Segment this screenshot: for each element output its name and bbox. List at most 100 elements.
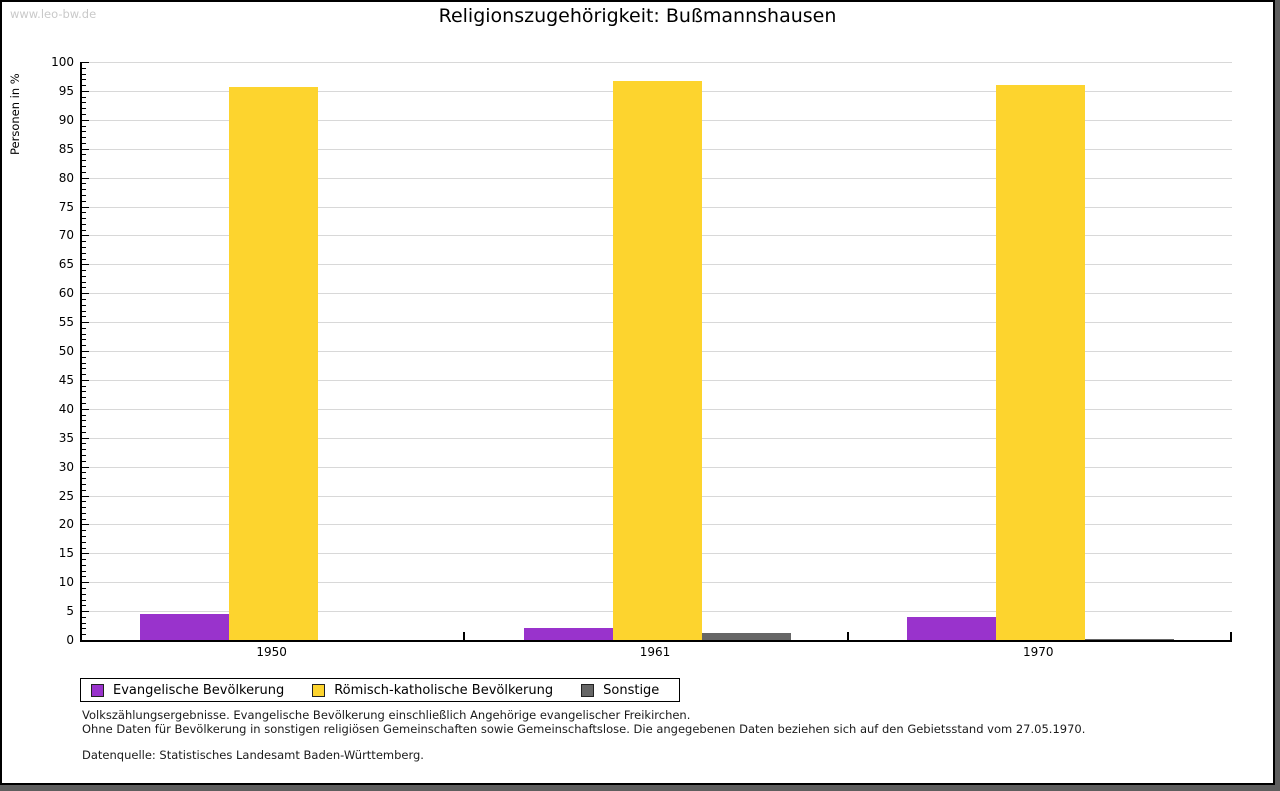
y-axis-tick bbox=[82, 437, 89, 439]
y-axis-tick bbox=[82, 223, 86, 225]
footnote-line-2: Ohne Daten für Bevölkerung in sonstigen … bbox=[82, 722, 1086, 736]
y-axis-tick bbox=[82, 449, 86, 451]
y-axis-tick bbox=[82, 512, 86, 514]
y-axis-tick bbox=[82, 160, 86, 162]
x-tick-label-1970: 1970 bbox=[1023, 645, 1054, 659]
y-axis-tick bbox=[82, 73, 86, 75]
x-tick-label-1950: 1950 bbox=[256, 645, 287, 659]
y-axis-tick bbox=[82, 218, 86, 220]
y-axis-tick bbox=[82, 345, 86, 347]
y-tick-label-90: 90 bbox=[58, 112, 74, 127]
y-axis-tick bbox=[82, 489, 86, 491]
y-axis-tick bbox=[82, 258, 86, 260]
y-axis-tick bbox=[82, 108, 86, 110]
y-axis-tick bbox=[82, 582, 89, 584]
legend-label-1: Römisch-katholische Bevölkerung bbox=[334, 682, 554, 698]
y-axis-tick bbox=[82, 483, 86, 485]
y-axis-tick bbox=[82, 553, 89, 555]
y-axis-tick bbox=[82, 408, 89, 410]
x-axis-tick bbox=[846, 632, 849, 640]
y-axis-tick bbox=[82, 246, 86, 248]
y-axis-tick bbox=[82, 518, 86, 520]
y-axis-tick bbox=[82, 142, 86, 144]
y-tick-label-95: 95 bbox=[58, 83, 74, 98]
gridline-100 bbox=[82, 62, 1232, 63]
y-axis-tick bbox=[82, 281, 86, 283]
bar-1961-series-2 bbox=[701, 632, 791, 640]
y-tick-label-15: 15 bbox=[58, 546, 74, 561]
y-axis-tick bbox=[82, 385, 86, 387]
legend-label-2: Sonstige bbox=[603, 682, 660, 698]
legend-item-1: Römisch-katholische Bevölkerung bbox=[312, 683, 553, 698]
y-axis-tick bbox=[82, 611, 89, 613]
y-axis-tick bbox=[82, 431, 86, 433]
y-axis-tick bbox=[82, 79, 86, 81]
y-axis-tick bbox=[82, 137, 86, 139]
y-axis-tick bbox=[82, 472, 86, 474]
y-axis-tick bbox=[82, 229, 86, 231]
y-axis-tick bbox=[82, 362, 86, 364]
y-axis-tick bbox=[82, 351, 89, 352]
bar-1970-series-0 bbox=[906, 616, 996, 640]
y-tick-label-40: 40 bbox=[58, 401, 74, 416]
bar-1961-series-1 bbox=[612, 81, 702, 640]
y-axis-tick bbox=[82, 535, 86, 537]
footnote-source: Datenquelle: Statistisches Landesamt Bad… bbox=[82, 748, 424, 762]
plot-area bbox=[80, 62, 1232, 642]
y-axis-tick bbox=[82, 212, 86, 214]
y-axis-tick bbox=[82, 183, 86, 185]
y-axis-tick bbox=[82, 466, 89, 468]
y-axis-tick bbox=[82, 322, 89, 324]
y-tick-label-65: 65 bbox=[58, 257, 74, 272]
y-axis-tick bbox=[82, 131, 86, 133]
chart-title: Religionszugehörigkeit: Bußmannshausen bbox=[438, 5, 837, 27]
y-axis-tick bbox=[82, 125, 86, 127]
y-axis-tick bbox=[82, 495, 89, 497]
y-axis-tick bbox=[82, 102, 86, 104]
legend-item-2: Sonstige bbox=[581, 683, 659, 698]
y-axis-tick bbox=[82, 530, 86, 532]
y-axis-tick bbox=[82, 304, 86, 306]
y-axis-tick bbox=[82, 426, 86, 428]
y-axis-tick bbox=[82, 189, 86, 191]
y-axis-tick bbox=[82, 194, 86, 196]
y-axis-tick bbox=[82, 177, 89, 179]
y-axis-tick bbox=[82, 460, 86, 462]
y-axis-tick bbox=[82, 252, 86, 254]
y-axis-tick bbox=[82, 374, 86, 376]
x-axis-tick bbox=[1230, 632, 1232, 640]
y-axis-tick bbox=[82, 241, 86, 243]
y-tick-label-70: 70 bbox=[58, 228, 74, 243]
y-axis-tick bbox=[82, 420, 86, 422]
y-axis-tick bbox=[82, 333, 86, 335]
y-axis-tick bbox=[82, 443, 86, 445]
y-axis-tick bbox=[82, 298, 86, 300]
y-axis-tick bbox=[82, 200, 86, 202]
y-axis-tick bbox=[82, 339, 86, 341]
bar-1961-series-0 bbox=[523, 628, 613, 640]
y-axis-tick bbox=[82, 616, 86, 618]
y-axis-tick bbox=[82, 206, 89, 208]
y-axis-tick bbox=[82, 171, 86, 173]
x-tick-label-1961: 1961 bbox=[639, 645, 671, 659]
y-axis-tick bbox=[82, 356, 86, 358]
y-axis-tick bbox=[82, 587, 86, 589]
y-axis-tick bbox=[82, 628, 86, 630]
x-axis-tick bbox=[463, 632, 466, 640]
watermark: www.leo-bw.de bbox=[10, 7, 97, 21]
y-axis-tick bbox=[82, 327, 86, 329]
y-tick-label-50: 50 bbox=[58, 344, 74, 358]
y-tick-label-80: 80 bbox=[58, 170, 74, 185]
y-axis-tick bbox=[82, 559, 86, 561]
y-tick-label-75: 75 bbox=[58, 199, 74, 214]
y-axis-tick bbox=[82, 524, 89, 526]
y-axis-tick bbox=[82, 501, 86, 503]
footnotes: Volkszählungsergebnisse. Evangelische Be… bbox=[82, 708, 1232, 762]
y-axis-tick bbox=[82, 455, 86, 457]
y-axis-tick bbox=[82, 275, 86, 277]
footnote-line-1: Volkszählungsergebnisse. Evangelische Be… bbox=[82, 708, 691, 722]
y-tick-label-45: 45 bbox=[58, 372, 74, 387]
bar-1950-series-0 bbox=[140, 614, 230, 640]
legend-label-0: Evangelische Bevölkerung bbox=[113, 682, 285, 698]
